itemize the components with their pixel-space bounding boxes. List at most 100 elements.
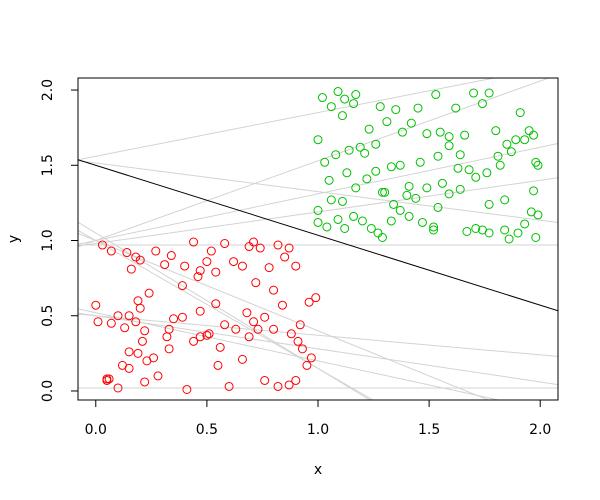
ab-line xyxy=(78,308,501,400)
point xyxy=(529,186,539,196)
point xyxy=(93,317,103,327)
point xyxy=(169,314,179,324)
point xyxy=(229,257,239,267)
y-tick-label: 2.0 xyxy=(40,79,56,101)
point xyxy=(471,172,481,182)
x-tick-label: 2.0 xyxy=(529,422,551,438)
line-layer xyxy=(78,78,558,400)
point xyxy=(504,234,514,244)
point xyxy=(291,261,301,271)
point xyxy=(273,381,283,391)
point xyxy=(529,130,539,140)
point xyxy=(511,135,521,145)
point xyxy=(122,248,132,258)
ab-line xyxy=(78,78,551,248)
point xyxy=(264,263,274,273)
point xyxy=(140,326,150,336)
point xyxy=(124,363,134,373)
ab-line xyxy=(78,142,558,245)
point xyxy=(531,232,541,242)
point xyxy=(484,88,494,98)
point xyxy=(253,324,263,334)
point xyxy=(429,225,439,235)
point xyxy=(237,354,247,364)
point xyxy=(124,347,134,357)
point xyxy=(406,118,416,128)
point xyxy=(249,317,259,327)
point xyxy=(297,344,307,354)
point xyxy=(435,127,445,137)
point xyxy=(202,257,212,267)
point xyxy=(306,353,316,363)
point xyxy=(357,216,367,226)
point xyxy=(493,151,503,161)
point xyxy=(177,281,187,291)
point xyxy=(244,332,254,342)
point xyxy=(137,336,147,346)
ab-line xyxy=(78,313,558,357)
ab-line xyxy=(78,312,558,386)
point xyxy=(431,90,441,100)
point xyxy=(413,103,423,113)
point xyxy=(371,139,381,149)
point xyxy=(495,160,505,170)
ab-line xyxy=(78,78,497,161)
point xyxy=(260,375,270,385)
point xyxy=(140,377,150,387)
point xyxy=(144,288,154,298)
point xyxy=(380,187,390,197)
point xyxy=(373,228,383,238)
point-layer xyxy=(91,87,543,394)
point xyxy=(377,187,387,197)
point xyxy=(220,239,230,249)
point xyxy=(471,223,481,233)
point xyxy=(291,375,301,385)
point xyxy=(344,145,354,155)
point xyxy=(193,272,203,282)
point xyxy=(113,383,123,393)
point xyxy=(469,88,479,98)
point xyxy=(326,102,336,112)
ab-line xyxy=(78,177,558,247)
point xyxy=(160,260,170,270)
point xyxy=(395,205,405,215)
point xyxy=(324,175,334,185)
ab-line xyxy=(78,232,490,400)
point xyxy=(102,375,112,385)
point xyxy=(317,93,327,103)
point xyxy=(280,252,290,262)
point xyxy=(295,320,305,330)
point xyxy=(515,108,525,118)
point xyxy=(340,94,350,104)
point xyxy=(260,312,270,322)
point xyxy=(429,222,439,232)
point xyxy=(104,374,114,384)
point xyxy=(337,196,347,206)
point xyxy=(180,261,190,271)
y-tick-label: 0.5 xyxy=(40,305,56,327)
point xyxy=(533,160,543,170)
point xyxy=(164,344,174,354)
point xyxy=(302,360,312,370)
point xyxy=(524,126,534,136)
point xyxy=(482,168,492,178)
point xyxy=(313,217,323,227)
point xyxy=(464,165,474,175)
point xyxy=(455,184,465,194)
point xyxy=(97,240,107,250)
point xyxy=(151,246,161,256)
point xyxy=(349,99,359,109)
point xyxy=(133,348,143,358)
point xyxy=(106,318,116,328)
point xyxy=(422,183,432,193)
ab-line xyxy=(78,229,374,400)
point xyxy=(273,240,283,250)
point xyxy=(351,90,361,100)
point xyxy=(331,150,341,160)
point xyxy=(269,324,279,334)
point xyxy=(135,303,145,313)
y-tick-label: 1.5 xyxy=(40,154,56,176)
y-axis-label: y xyxy=(6,235,22,243)
point xyxy=(311,293,321,303)
